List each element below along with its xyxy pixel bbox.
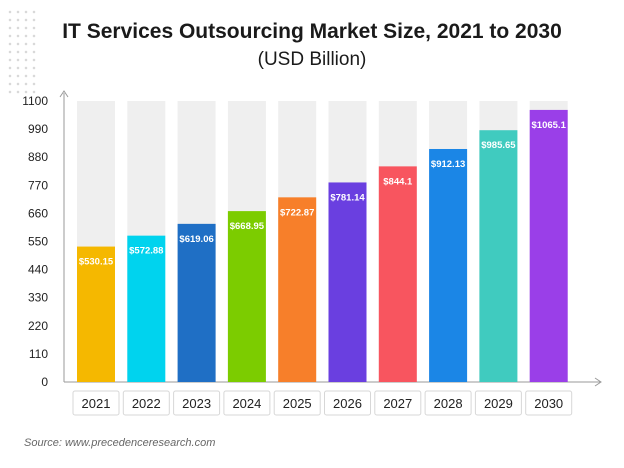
- y-tick-label: 0: [41, 375, 48, 389]
- bar: [77, 246, 115, 382]
- x-tick-label: 2026: [333, 396, 362, 411]
- data-label: $844.1: [383, 176, 413, 187]
- x-tick-label: 2021: [82, 396, 111, 411]
- x-tick-box: [324, 390, 371, 416]
- bar: [278, 197, 317, 382]
- y-tick-label: 770: [28, 178, 48, 192]
- y-tick-label: 550: [28, 235, 48, 249]
- y-tick-label: 110: [29, 347, 48, 361]
- x-tick-label: 2024: [232, 396, 261, 411]
- bar: [479, 130, 518, 382]
- y-tick-label: 330: [28, 291, 48, 305]
- x-tick-label: 2028: [434, 396, 463, 411]
- bar: [177, 223, 216, 382]
- data-label: $912.13: [431, 159, 465, 170]
- x-tick-box: [474, 390, 522, 416]
- data-label: $572.88: [129, 246, 163, 257]
- y-tick-label: 220: [28, 319, 48, 333]
- data-label: $722.87: [280, 207, 314, 218]
- x-tick-box: [72, 390, 120, 416]
- y-tick-label: 1100: [22, 94, 48, 108]
- x-tick-box: [525, 390, 573, 416]
- x-tick-box: [173, 390, 221, 416]
- x-tick-label: 2029: [484, 396, 513, 411]
- x-tick-label: 2025: [283, 396, 312, 411]
- x-tick-box: [223, 390, 271, 416]
- bar: [529, 109, 568, 382]
- y-tick-label: 660: [28, 206, 48, 220]
- data-label: $781.14: [330, 192, 365, 203]
- x-tick-box: [273, 390, 321, 416]
- chart-title: IT Services Outsourcing Market Size, 202…: [62, 20, 562, 43]
- y-tick-label: 990: [28, 122, 48, 136]
- x-axis-arrow: [594, 377, 602, 387]
- data-label: $668.95: [230, 221, 265, 232]
- data-label: $1065.1: [532, 120, 567, 131]
- y-tick-label: 440: [28, 263, 48, 277]
- bar: [429, 148, 468, 382]
- y-tick-label: 880: [28, 150, 48, 164]
- data-label: $619.06: [179, 234, 213, 245]
- x-tick-box: [122, 390, 170, 416]
- y-axis-arrow: [59, 90, 69, 98]
- x-tick-label: 2027: [383, 396, 412, 411]
- data-label: $530.15: [79, 257, 114, 268]
- x-tick-box: [424, 390, 472, 416]
- x-tick-label: 2030: [534, 396, 563, 411]
- data-label: $985.65: [481, 140, 516, 151]
- bar: [328, 182, 367, 382]
- chart-subtitle: (USD Billion): [257, 49, 367, 70]
- bar: [127, 235, 166, 382]
- bar: [378, 166, 417, 382]
- bar: [227, 211, 266, 382]
- decorative-dot-pattern: [6, 8, 36, 98]
- x-tick-label: 2022: [132, 396, 161, 411]
- x-tick-label: 2023: [182, 396, 211, 411]
- source-note: Source: www.precedenceresearch.com: [24, 437, 216, 449]
- x-tick-box: [374, 390, 422, 416]
